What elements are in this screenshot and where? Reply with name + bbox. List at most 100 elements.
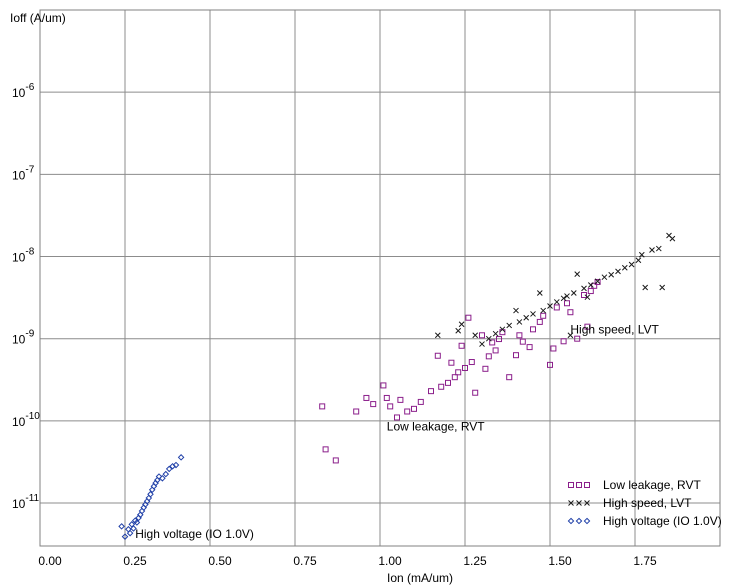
series-2	[118, 454, 185, 540]
legend-label: High voltage (IO 1.0V)	[603, 514, 722, 528]
data-point	[574, 335, 581, 342]
chart-annotations: High speed, LVT Low leakage, RVT High volt…	[135, 322, 659, 541]
data-point	[455, 369, 462, 376]
legend-symbol	[583, 517, 591, 525]
data-point	[159, 474, 166, 482]
data-point	[608, 271, 615, 278]
data-point	[649, 247, 655, 253]
y-tick-base: 10	[12, 333, 26, 347]
x-axis-ticks: 0.00 0.25 0.50 0.75 1.00 1.25 1.50 1.75	[38, 554, 657, 568]
data-point	[587, 288, 594, 295]
x-tick-label: 1.00	[378, 554, 402, 568]
legend-symbol	[576, 482, 582, 488]
data-point	[147, 490, 154, 498]
legend-symbol	[584, 482, 590, 488]
data-point	[472, 332, 479, 339]
legend-symbol	[576, 500, 582, 506]
data-point	[530, 311, 536, 317]
data-point	[451, 374, 458, 381]
data-marks	[118, 232, 676, 540]
plot-area-frame	[39, 9, 721, 547]
data-point	[155, 473, 163, 480]
x-tick-label: 1.50	[548, 554, 572, 568]
legend-label: Low leakage, RVT	[603, 478, 702, 492]
series-1	[434, 232, 676, 347]
grid-lines	[40, 10, 720, 546]
annotation-label: High voltage (IO 1.0V)	[135, 527, 254, 541]
y-tick-label: 10-11	[12, 493, 40, 511]
y-tick-label: 10-9	[12, 329, 35, 347]
data-point	[584, 323, 591, 330]
legend: Low leakage, RVT High speed, LVT High volt…	[567, 478, 722, 528]
legend-symbol	[567, 517, 575, 525]
data-point	[479, 332, 485, 339]
data-point	[516, 332, 523, 339]
data-point	[434, 352, 441, 359]
x-tick-label: 0.25	[123, 554, 147, 568]
data-point	[404, 408, 411, 415]
data-point	[574, 271, 581, 278]
y-tick-label: 10-6	[12, 82, 35, 100]
data-point	[536, 290, 543, 296]
data-point	[615, 268, 621, 275]
data-point	[445, 379, 451, 386]
data-point	[118, 523, 125, 530]
data-point	[601, 274, 608, 281]
data-point	[536, 318, 543, 325]
data-point	[621, 264, 628, 271]
y-tick-exponent: -8	[25, 247, 34, 258]
data-point	[530, 326, 536, 333]
data-point	[462, 364, 468, 371]
data-point	[553, 304, 560, 311]
data-point	[513, 352, 519, 359]
data-point	[506, 322, 513, 329]
y-tick-exponent: -6	[25, 82, 34, 93]
data-point	[434, 332, 441, 339]
data-point	[581, 285, 587, 292]
data-point	[383, 394, 390, 401]
y-tick-label: 10-7	[12, 164, 35, 182]
data-point	[428, 388, 434, 395]
data-point	[560, 338, 567, 345]
data-point	[581, 292, 587, 299]
data-point	[594, 278, 601, 285]
data-point	[628, 261, 635, 268]
data-point	[448, 359, 455, 366]
annotation-label: High speed, LVT	[570, 322, 659, 336]
data-point	[438, 383, 445, 390]
data-point	[526, 344, 533, 351]
legend-item: Low leakage, RVT	[568, 478, 702, 492]
data-point	[121, 533, 129, 540]
data-point	[540, 307, 547, 314]
y-tick-label: 10-8	[12, 247, 35, 265]
x-axis-title: Ion (mA/um)	[387, 571, 453, 585]
data-point	[496, 336, 502, 343]
data-point	[465, 314, 472, 321]
data-point	[642, 284, 649, 291]
data-point	[560, 295, 567, 302]
y-tick-exponent: -10	[25, 411, 40, 422]
legend-item: High voltage (IO 1.0V)	[567, 514, 722, 528]
annotation-label: Low leakage, RVT	[387, 420, 486, 434]
y-tick-base: 10	[12, 251, 26, 265]
y-tick-label: 10-10	[12, 411, 40, 429]
y-tick-exponent: -11	[25, 493, 39, 504]
data-point	[669, 235, 676, 242]
legend-item: High speed, LVT	[568, 496, 692, 510]
data-point	[499, 326, 506, 333]
data-point	[370, 401, 377, 408]
data-point	[570, 290, 577, 296]
data-point	[547, 303, 553, 309]
data-point	[635, 257, 642, 264]
data-point	[519, 338, 526, 345]
data-point	[353, 408, 360, 415]
legend-symbol	[568, 482, 574, 488]
x-tick-label: 1.75	[633, 554, 657, 568]
data-point	[363, 394, 370, 401]
x-tick-label: 1.25	[463, 554, 487, 568]
y-tick-base: 10	[12, 415, 26, 429]
y-tick-exponent: -9	[25, 329, 34, 340]
data-point	[564, 293, 570, 299]
